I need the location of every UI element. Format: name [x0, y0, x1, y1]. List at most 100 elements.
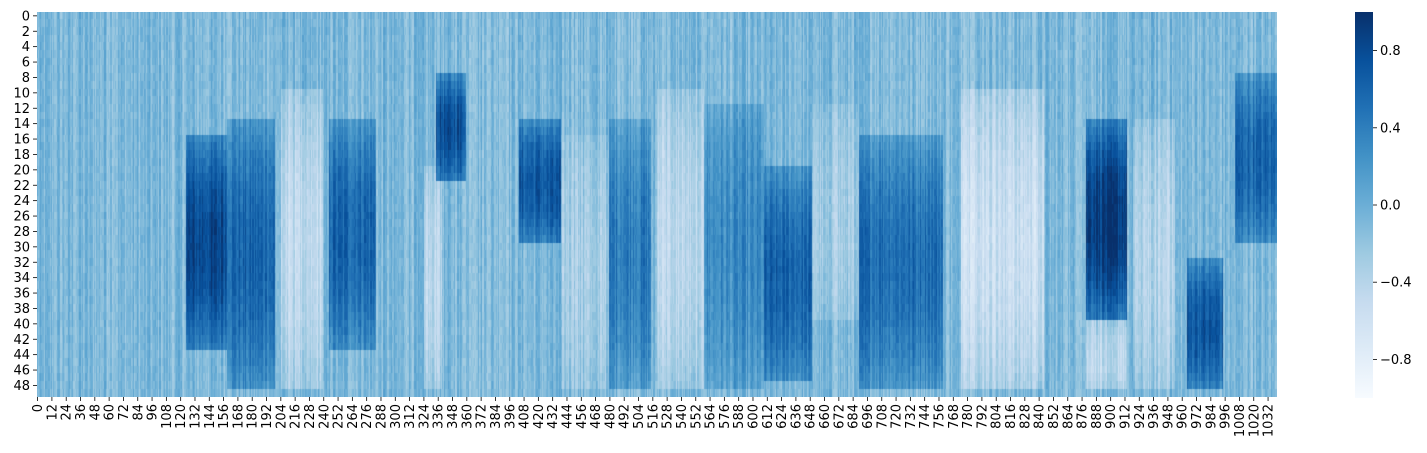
x-tick-label: 372 [475, 404, 490, 429]
y-tick-label: 44 [13, 348, 30, 363]
colorbar-tick-label: 0.0 [1380, 199, 1401, 214]
x-tick-label: 648 [804, 404, 819, 429]
y-tick-label: 0 [22, 9, 30, 24]
x-tick-label: 756 [932, 404, 947, 429]
x-tick-label: 552 [689, 404, 704, 429]
x-tick-label: 132 [188, 404, 203, 429]
colorbar-tick-label: −0.4 [1380, 276, 1412, 291]
y-tick-label: 6 [22, 56, 30, 71]
x-tick-label: 336 [432, 404, 447, 429]
x-tick-label: 576 [718, 404, 733, 429]
x-tick-label: 840 [1033, 404, 1048, 429]
colorbar-tick-label: 0.8 [1380, 44, 1401, 59]
x-tick-label: 360 [460, 404, 475, 429]
x-tick-label: 528 [661, 404, 676, 429]
x-tick-label: 216 [289, 404, 304, 429]
x-tick-label: 732 [904, 404, 919, 429]
y-tick-label: 30 [13, 240, 30, 255]
x-tick-label: 900 [1104, 404, 1119, 429]
x-tick-label: 156 [217, 404, 232, 429]
x-tick-label: 444 [560, 404, 575, 429]
x-tick-label: 48 [88, 404, 103, 421]
x-tick-label: 636 [789, 404, 804, 429]
y-tick-label: 14 [13, 117, 30, 132]
x-tick-label: 744 [918, 404, 933, 429]
x-tick-label: 996 [1219, 404, 1234, 429]
x-tick-label: 852 [1047, 404, 1062, 429]
x-tick-label: 1008 [1233, 404, 1248, 437]
x-tick-label: 348 [446, 404, 461, 429]
x-tick-label: 660 [818, 404, 833, 429]
x-tick-label: 252 [332, 404, 347, 429]
y-tick-label: 36 [13, 287, 30, 302]
y-tick-label: 28 [13, 225, 30, 240]
heatmap-plot [37, 12, 1277, 397]
x-tick-label: 240 [317, 404, 332, 429]
x-tick-label: 696 [861, 404, 876, 429]
x-tick-label: 288 [374, 404, 389, 429]
x-tick-label: 588 [732, 404, 747, 429]
x-tick-label: 600 [746, 404, 761, 429]
x-tick-label: 888 [1090, 404, 1105, 429]
x-tick-label: 264 [346, 404, 361, 429]
y-tick-label: 42 [13, 333, 30, 348]
x-tick-label: 828 [1018, 404, 1033, 429]
x-tick-label: 384 [489, 404, 504, 429]
y-tick-label: 48 [13, 379, 30, 394]
x-tick-label: 276 [360, 404, 375, 429]
x-tick-label: 804 [990, 404, 1005, 429]
x-tick-label: 924 [1133, 404, 1148, 429]
x-tick-label: 780 [961, 404, 976, 429]
x-tick-label: 180 [246, 404, 261, 429]
colorbar-gradient [1355, 12, 1373, 398]
x-tick-label: 144 [203, 404, 218, 429]
y-tick-label: 12 [13, 102, 30, 117]
colorbar: 0.8 0.4 0.0 −0.4 −0.8 [1355, 12, 1412, 398]
x-tick-label: 36 [74, 404, 89, 421]
x-tick-label: 120 [174, 404, 189, 429]
x-tick-label: 432 [546, 404, 561, 429]
colorbar-tick-label: −0.8 [1380, 353, 1412, 368]
x-tick-label: 864 [1061, 404, 1076, 429]
x-tick-label: 684 [847, 404, 862, 429]
x-tick-label: 204 [274, 404, 289, 429]
x-tick-label: 168 [231, 404, 246, 429]
x-tick-label: 972 [1190, 404, 1205, 429]
x-tick-label: 300 [389, 404, 404, 429]
x-tick-label: 672 [832, 404, 847, 429]
x-tick-label: 708 [875, 404, 890, 429]
x-tick-label: 936 [1147, 404, 1162, 429]
x-tick-label: 228 [303, 404, 318, 429]
x-tick-label: 12 [45, 404, 60, 421]
y-tick-label: 32 [13, 256, 30, 271]
colorbar-ticks: 0.8 0.4 0.0 −0.4 −0.8 [1373, 44, 1412, 368]
x-tick-label: 720 [890, 404, 905, 429]
x-tick-label: 1020 [1247, 404, 1262, 437]
x-tick-label: 480 [603, 404, 618, 429]
y-tick-label: 34 [13, 271, 30, 286]
x-tick-label: 408 [518, 404, 533, 429]
y-tick-label: 24 [13, 194, 30, 209]
x-axis: 0 12 24 36 48 60 72 84 96 108 120 132 144 156 168 180 19… [31, 397, 1277, 437]
x-tick-label: 612 [761, 404, 776, 429]
x-tick-label: 960 [1176, 404, 1191, 429]
x-tick-label: 468 [589, 404, 604, 429]
x-tick-label: 0 [31, 404, 46, 412]
y-axis: 0246810121416182022242628303234363840424… [13, 9, 37, 394]
x-tick-label: 456 [575, 404, 590, 429]
x-tick-label: 912 [1118, 404, 1133, 429]
x-tick-label: 816 [1004, 404, 1019, 429]
x-tick-label: 108 [160, 404, 175, 429]
colorbar-tick-label: 0.4 [1380, 121, 1401, 136]
heatmap-cells [37, 12, 1277, 397]
x-tick-label: 948 [1161, 404, 1176, 429]
x-tick-label: 1032 [1262, 404, 1277, 437]
y-tick-label: 38 [13, 302, 30, 317]
x-tick-label: 540 [675, 404, 690, 429]
y-tick-label: 16 [13, 133, 30, 148]
x-tick-label: 624 [775, 404, 790, 429]
x-tick-label: 60 [103, 404, 118, 421]
y-tick-label: 20 [13, 163, 30, 178]
x-tick-label: 312 [403, 404, 418, 429]
